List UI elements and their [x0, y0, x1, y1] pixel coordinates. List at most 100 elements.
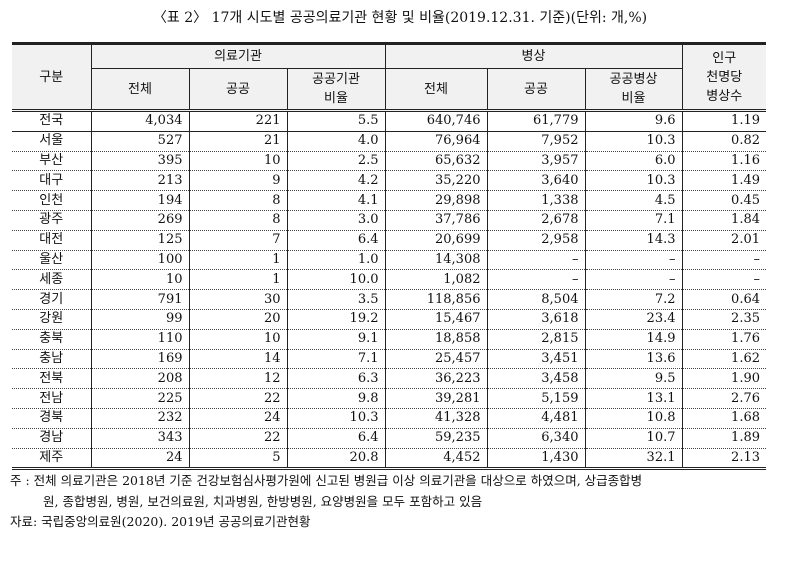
value-cell: 1 [188, 250, 287, 271]
region-cell: 충북 [12, 329, 91, 350]
value-cell: 4.0 [286, 131, 385, 152]
value-cell: 6.4 [286, 230, 385, 251]
value-cell: 32.1 [584, 448, 682, 471]
region-cell: 대전 [12, 230, 91, 251]
header-region: 구분 [12, 42, 92, 112]
region-cell: 대구 [12, 170, 91, 192]
header-text: 공공병상 [609, 72, 658, 87]
value-cell: 8 [188, 190, 287, 211]
header-beds: 병상 [384, 42, 683, 69]
region-cell: 광주 [12, 210, 91, 231]
region-cell: 제주 [12, 448, 91, 471]
header-text: 병상수 [706, 88, 743, 104]
value-cell: 110 [90, 329, 189, 350]
value-cell: 213 [90, 170, 189, 192]
source-line: 자료: 국립중앙의료원(2020). 2019년 공공의료기관현황 [10, 514, 311, 529]
value-cell: 7,952 [486, 131, 585, 152]
table-row: 광주 269 8 3.0 37,786 2,678 7.1 1.84 [12, 210, 766, 231]
value-cell: 3,618 [486, 309, 585, 330]
table-title: 〈표 2〉 17개 시도별 공공의료기관 현황 및 비율(2019.12.31.… [152, 10, 648, 26]
value-cell: – [584, 269, 682, 291]
value-cell: 35,220 [384, 170, 487, 192]
value-cell: 791 [90, 289, 189, 310]
value-cell: 0.45 [681, 190, 766, 211]
region-cell: 전국 [12, 110, 91, 132]
header-bed-total: 전체 [384, 68, 488, 112]
table-row: 경기 791 30 3.5 118,856 8,504 7.2 0.64 [12, 289, 766, 310]
value-cell: 3,451 [486, 349, 585, 370]
table-row: 충북 110 10 9.1 18,858 2,815 14.9 1.76 [12, 329, 766, 350]
value-cell: 221 [188, 110, 287, 132]
value-cell: 2.76 [681, 388, 766, 409]
value-cell: 10.0 [286, 269, 385, 291]
value-cell: 4.5 [584, 190, 682, 211]
value-cell: 14 [188, 349, 287, 370]
value-cell: – [681, 250, 766, 271]
value-cell: 4,452 [384, 448, 487, 471]
value-cell: 1,338 [486, 190, 585, 211]
value-cell: 640,746 [384, 110, 487, 132]
value-cell: 1.0 [286, 250, 385, 271]
value-cell: 5 [188, 448, 287, 471]
region-cell: 세종 [12, 269, 91, 291]
value-cell: 1.19 [681, 110, 766, 132]
value-cell: 2,678 [486, 210, 585, 231]
value-cell: 194 [90, 190, 189, 211]
value-cell: 10 [188, 151, 287, 172]
value-cell: 7.1 [286, 349, 385, 370]
value-cell: 1.90 [681, 368, 766, 390]
value-cell: 9.5 [584, 368, 682, 390]
value-cell: 208 [90, 368, 189, 390]
header-text: 비율 [324, 91, 348, 106]
region-cell: 경북 [12, 408, 91, 429]
value-cell: 3.5 [286, 289, 385, 310]
region-cell: 충남 [12, 349, 91, 370]
value-cell: 10.3 [584, 131, 682, 152]
value-cell: 6.3 [286, 368, 385, 390]
value-cell: 14.3 [584, 230, 682, 251]
value-cell: 36,223 [384, 368, 487, 390]
value-cell: 118,856 [384, 289, 487, 310]
value-cell: 10.3 [584, 170, 682, 192]
value-cell: 65,632 [384, 151, 487, 172]
value-cell: 7.2 [584, 289, 682, 310]
table-row: 부산 395 10 2.5 65,632 3,957 6.0 1.16 [12, 151, 766, 172]
table-row: 서울 527 21 4.0 76,964 7,952 10.3 0.82 [12, 131, 766, 152]
value-cell: 14,308 [384, 250, 487, 271]
value-cell: 13.1 [584, 388, 682, 409]
table-row: 충남 169 14 7.1 25,457 3,451 13.6 1.62 [12, 349, 766, 370]
value-cell: 0.64 [681, 289, 766, 310]
table-row: 대전 125 7 6.4 20,699 2,958 14.3 2.01 [12, 230, 766, 251]
table-row: 제주 24 5 20.8 4,452 1,430 32.1 2.13 [12, 448, 766, 471]
header-text: 공공기관 [312, 72, 360, 87]
value-cell: 41,328 [384, 408, 487, 429]
region-cell: 전북 [12, 368, 91, 390]
value-cell: 10 [90, 269, 189, 291]
value-cell: 24 [90, 448, 189, 471]
value-cell: 15,467 [384, 309, 487, 330]
value-cell: 1.49 [681, 170, 766, 192]
table-row: 세종 10 1 10.0 1,082– – – [12, 269, 766, 291]
header-text: 인구 [712, 50, 737, 66]
value-cell: 2.35 [681, 309, 766, 330]
value-cell: 1.76 [681, 329, 766, 350]
value-cell: 1.68 [681, 408, 766, 429]
value-cell: 1.62 [681, 349, 766, 370]
header-text: 비율 [621, 91, 646, 106]
region-cell: 강원 [12, 309, 91, 330]
value-cell: 22 [188, 428, 287, 449]
value-cell: 9.8 [286, 388, 385, 409]
region-cell: 경기 [12, 289, 91, 310]
value-cell: 20,699 [384, 230, 487, 251]
region-cell: 부산 [12, 151, 91, 172]
value-cell: 3,640 [486, 170, 585, 192]
region-cell: 인천 [12, 190, 91, 211]
region-cell: 경남 [12, 428, 91, 449]
value-cell: 1 [188, 269, 287, 291]
note-line: 주 : 전체 의료기관은 2018년 기준 건강보험심사평가원에 신고된 병원급… [10, 473, 643, 488]
value-cell: 232 [90, 408, 189, 429]
header-bed-public: 공공 [486, 68, 586, 112]
value-cell: 10 [188, 329, 287, 350]
